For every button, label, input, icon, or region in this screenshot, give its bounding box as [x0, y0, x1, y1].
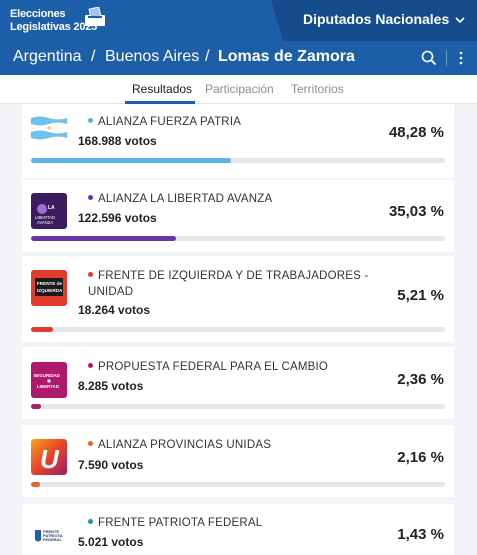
svg-text:LIBERTAD: LIBERTAD	[37, 384, 59, 389]
more-options-icon[interactable]	[452, 49, 470, 67]
party-name: FRENTE PATRIOTA FEDERAL	[88, 515, 378, 531]
seguridad-libertad-logo: SEGURIDAD LIBERTAD	[31, 362, 67, 398]
breadcrumb-separator: /	[205, 48, 210, 65]
vote-percentage: 2,16 %	[397, 449, 444, 466]
vote-share-bar	[31, 158, 445, 163]
elecciones-logo[interactable]: Elecciones Legislativas 2025	[8, 6, 118, 36]
party-color-dot	[88, 272, 93, 277]
ballot-box-icon	[85, 7, 105, 26]
search-icon[interactable]	[420, 49, 438, 67]
party-color-dot	[88, 195, 93, 200]
svg-text:FRENTE de: FRENTE de	[37, 281, 62, 286]
svg-text:PATRIOTA: PATRIOTA	[43, 533, 63, 538]
active-tab-indicator	[125, 101, 195, 104]
breadcrumb: Argentina / Buenos Aires / Lomas de Zamo…	[0, 41, 477, 75]
election-type-label: Diputados Nacionales	[303, 11, 450, 27]
breadcrumb-district: Lomas de Zamora	[218, 48, 355, 65]
party-name: FRENTE DE IZQUIERDA Y DE TRABAJADORES - …	[88, 270, 369, 298]
vote-count: 122.596 votos	[78, 211, 157, 225]
vote-share-fill	[31, 327, 53, 332]
view-tabs: Resultados Participación Territorios	[0, 75, 477, 104]
logo-subtitle: Legislativas 2025	[10, 21, 98, 33]
party-result-card[interactable]: ALIANZA FUERZA PATRIA 168.988 votos 48,2…	[22, 104, 454, 178]
frente-patriota-federal-logo: FRENTE PATRIOTA FEDERAL	[31, 526, 67, 555]
party-result-card[interactable]: FRENTE PATRIOTA FEDERAL FRENTE PATRIOTA …	[22, 504, 454, 555]
vote-share-bar	[31, 482, 445, 487]
tab-territorios[interactable]: Territorios	[291, 82, 344, 96]
vote-share-fill	[31, 158, 231, 163]
logo-title: Elecciones	[10, 8, 66, 20]
vote-share-fill	[31, 482, 40, 487]
vote-percentage: 2,36 %	[397, 371, 444, 388]
breadcrumb-separator: /	[91, 48, 96, 65]
vote-share-bar	[31, 236, 445, 241]
party-color-dot	[88, 519, 93, 524]
svg-text:IZQUIERDA: IZQUIERDA	[37, 288, 63, 293]
election-type-dropdown[interactable]: Diputados Nacionales	[271, 0, 477, 41]
frente-patriota-federal-icon: FRENTE PATRIOTA FEDERAL	[35, 529, 63, 542]
svg-text:FEDERAL: FEDERAL	[43, 537, 62, 542]
vote-share-fill	[31, 404, 41, 409]
svg-text:SEGURIDAD: SEGURIDAD	[34, 373, 60, 378]
svg-text:AVANZA: AVANZA	[37, 220, 53, 225]
vote-share-fill	[31, 236, 177, 241]
vote-count: 8.285 votos	[78, 379, 144, 393]
party-result-card[interactable]: U ALIANZA PROVINCIAS UNIDAS 7.590 votos …	[22, 425, 454, 497]
chevron-down-icon	[455, 17, 465, 24]
fit-logo-icon: FRENTE de IZQUIERDA	[35, 278, 63, 296]
tab-participacion[interactable]: Participación	[205, 82, 274, 96]
party-result-card[interactable]: LA LIBERTAD AVANZA ALIANZA LA LIBERTAD A…	[22, 180, 454, 252]
vote-share-bar	[31, 327, 445, 332]
flag-argentina-icon	[31, 116, 67, 140]
vote-share-bar	[31, 404, 445, 409]
party-color-dot	[88, 118, 93, 123]
vote-percentage: 35,03 %	[388, 203, 444, 220]
party-name: ALIANZA LA LIBERTAD AVANZA	[88, 191, 378, 207]
breadcrumb-country[interactable]: Argentina	[13, 48, 82, 65]
vote-count: 18.264 votos	[78, 303, 151, 317]
vote-count: 7.590 votos	[78, 458, 144, 472]
party-color-dot	[88, 441, 93, 446]
la-libertad-avanza-logo: LA LIBERTAD AVANZA	[31, 193, 67, 229]
tab-resultados[interactable]: Resultados	[132, 82, 193, 96]
party-result-card[interactable]: SEGURIDAD LIBERTAD PROPUESTA FEDERAL PAR…	[22, 347, 454, 419]
svg-text:U: U	[40, 444, 60, 474]
party-name: ALIANZA FUERZA PATRIA	[88, 114, 378, 130]
party-result-card[interactable]: FRENTE de IZQUIERDA FRENTE DE IZQUIERDA …	[22, 256, 454, 342]
frente-izquierda-logo: FRENTE de IZQUIERDA	[31, 270, 67, 306]
party-color-dot	[88, 363, 93, 368]
vote-count: 5.021 votos	[78, 535, 144, 549]
svg-text:FRENTE: FRENTE	[43, 529, 59, 534]
lion-icon: LA LIBERTAD AVANZA	[35, 204, 55, 225]
provincias-unidas-icon: U	[31, 439, 67, 475]
vote-count: 168.988 votos	[78, 134, 157, 148]
top-bar: Elecciones Legislativas 2025 Diputados N…	[0, 0, 477, 41]
divider	[446, 50, 447, 66]
svg-text:LIBERTAD: LIBERTAD	[35, 215, 55, 220]
vote-percentage: 5,21 %	[397, 287, 444, 304]
svg-text:LA: LA	[48, 205, 55, 211]
provincias-unidas-logo: U	[31, 439, 67, 475]
breadcrumb-province[interactable]: Buenos Aires	[105, 48, 200, 65]
party-name: PROPUESTA FEDERAL PARA EL CAMBIO	[88, 359, 378, 375]
dropdown-notch	[271, 0, 283, 41]
vote-percentage: 48,28 %	[388, 124, 444, 141]
party-name: ALIANZA PROVINCIAS UNIDAS	[88, 437, 378, 453]
vote-percentage: 1,43 %	[397, 526, 444, 543]
seguridad-libertad-icon: SEGURIDAD LIBERTAD	[34, 373, 60, 389]
